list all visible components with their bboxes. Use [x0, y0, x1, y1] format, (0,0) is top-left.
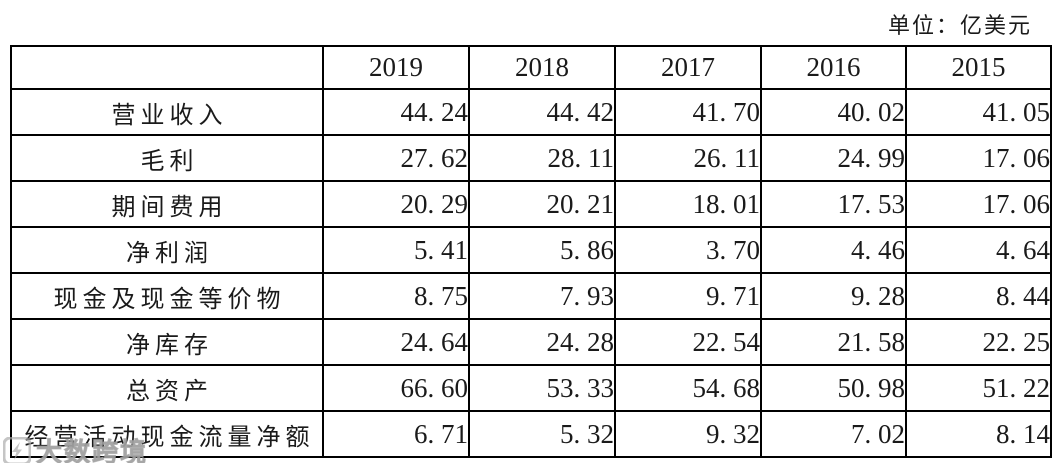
table-row-cash-equivalents: 现金及现金等价物 8. 75 7. 93 9. 71 9. 28 8. 44 [10, 272, 1052, 320]
value-cell: 51. 22 [905, 364, 1052, 412]
table-header-row: 2019 2018 2017 2016 2015 [10, 45, 1052, 90]
value-cell: 41. 70 [614, 88, 762, 136]
value-cell: 9. 32 [614, 410, 762, 458]
value-cell: 27. 62 [322, 134, 470, 182]
table-row-gross-profit: 毛利 27. 62 28. 11 26. 11 24. 99 17. 06 [10, 134, 1052, 182]
financial-table: 2019 2018 2017 2016 2015 营业收入 44. 24 44.… [10, 45, 1052, 458]
table-row-net-profit: 净利润 5. 41 5. 86 3. 70 4. 46 4. 64 [10, 226, 1052, 274]
value-cell: 7. 93 [468, 272, 616, 320]
row-label: 现金及现金等价物 [10, 272, 324, 320]
value-cell: 41. 05 [905, 88, 1052, 136]
row-label: 经营活动现金流量净额 [10, 410, 324, 458]
row-label: 总资产 [10, 364, 324, 412]
value-cell: 24. 99 [760, 134, 907, 182]
value-cell: 3. 70 [614, 226, 762, 274]
year-header-2019: 2019 [322, 45, 470, 90]
row-label: 期间费用 [10, 180, 324, 228]
value-cell: 22. 25 [905, 318, 1052, 366]
value-cell: 9. 71 [614, 272, 762, 320]
value-cell: 50. 98 [760, 364, 907, 412]
unit-label: 单位：亿美元 [887, 13, 1032, 38]
year-header-2015: 2015 [905, 45, 1052, 90]
value-cell: 5. 41 [322, 226, 470, 274]
table-row-revenue: 营业收入 44. 24 44. 42 41. 70 40. 02 41. 05 [10, 88, 1052, 136]
year-header-2017: 2017 [614, 45, 762, 90]
value-cell: 54. 68 [614, 364, 762, 412]
value-cell: 17. 06 [905, 134, 1052, 182]
value-cell: 6. 71 [322, 410, 470, 458]
value-cell: 24. 28 [468, 318, 616, 366]
value-cell: 40. 02 [760, 88, 907, 136]
value-cell: 4. 46 [760, 226, 907, 274]
value-cell: 17. 53 [760, 180, 907, 228]
value-cell: 26. 11 [614, 134, 762, 182]
value-cell: 8. 14 [905, 410, 1052, 458]
row-label: 净库存 [10, 318, 324, 366]
row-label: 毛利 [10, 134, 324, 182]
year-header-2016: 2016 [760, 45, 907, 90]
value-cell: 24. 64 [322, 318, 470, 366]
value-cell: 17. 06 [905, 180, 1052, 228]
value-cell: 20. 21 [468, 180, 616, 228]
value-cell: 44. 42 [468, 88, 616, 136]
row-label: 营业收入 [10, 88, 324, 136]
value-cell: 8. 44 [905, 272, 1052, 320]
table-row-operating-cash-flow: 经营活动现金流量净额 6. 71 5. 32 9. 32 7. 02 8. 14 [10, 410, 1052, 458]
value-cell: 28. 11 [468, 134, 616, 182]
corner-cell [10, 45, 324, 90]
value-cell: 7. 02 [760, 410, 907, 458]
value-cell: 22. 54 [614, 318, 762, 366]
value-cell: 8. 75 [322, 272, 470, 320]
year-header-2018: 2018 [468, 45, 616, 90]
value-cell: 20. 29 [322, 180, 470, 228]
table-row-period-expenses: 期间费用 20. 29 20. 21 18. 01 17. 53 17. 06 [10, 180, 1052, 228]
table-row-total-assets: 总资产 66. 60 53. 33 54. 68 50. 98 51. 22 [10, 364, 1052, 412]
table-row-net-inventory: 净库存 24. 64 24. 28 22. 54 21. 58 22. 25 [10, 318, 1052, 366]
value-cell: 9. 28 [760, 272, 907, 320]
value-cell: 66. 60 [322, 364, 470, 412]
row-label: 净利润 [10, 226, 324, 274]
value-cell: 5. 32 [468, 410, 616, 458]
value-cell: 53. 33 [468, 364, 616, 412]
value-cell: 4. 64 [905, 226, 1052, 274]
value-cell: 21. 58 [760, 318, 907, 366]
value-cell: 5. 86 [468, 226, 616, 274]
value-cell: 18. 01 [614, 180, 762, 228]
value-cell: 44. 24 [322, 88, 470, 136]
